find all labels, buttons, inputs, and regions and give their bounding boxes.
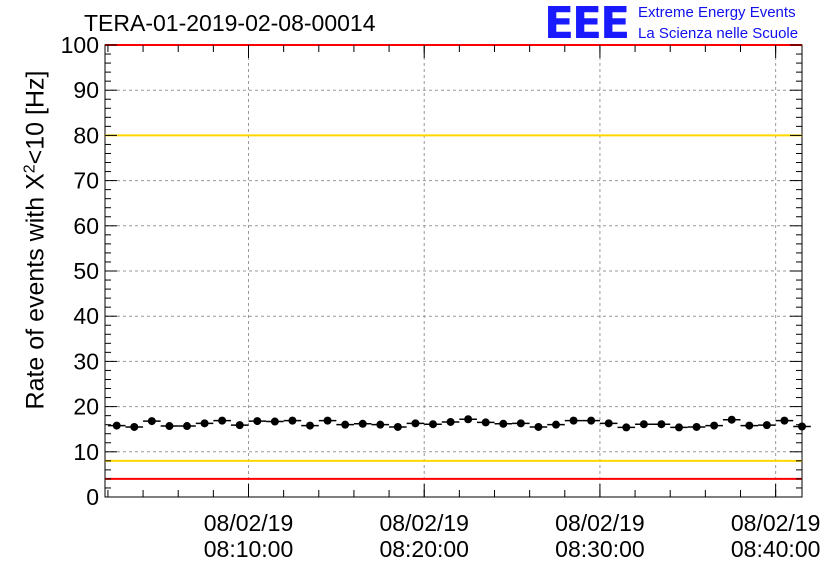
- data-point: [710, 421, 719, 430]
- data-point: [745, 421, 754, 430]
- data-point: [130, 422, 139, 431]
- logo-line-1: Extreme Energy Events: [638, 4, 796, 21]
- x-tick-time: 08:20:00: [379, 536, 469, 562]
- data-point: [165, 422, 174, 431]
- x-tick-date: 08/02/19: [731, 510, 821, 536]
- data-point: [622, 423, 631, 432]
- data-point: [306, 421, 314, 430]
- data-point: [780, 416, 789, 425]
- data-point: [376, 420, 385, 429]
- x-tick-time: 08:40:00: [731, 536, 821, 562]
- data-point: [657, 420, 666, 429]
- data-point: [288, 416, 297, 425]
- x-tick-time: 08:30:00: [555, 536, 645, 562]
- data-point: [798, 422, 806, 431]
- data-point: [235, 421, 244, 430]
- data-point: [112, 421, 121, 430]
- data-point: [762, 421, 771, 430]
- data-point: [341, 420, 350, 429]
- x-tick-date: 08/02/19: [379, 510, 469, 536]
- data-point: [183, 422, 191, 431]
- y-tick-labels: 0 10 20 30 40 50 60 70 80 90 100: [61, 32, 99, 510]
- x-tick-date: 08/02/19: [555, 510, 645, 536]
- data-point: [218, 416, 227, 425]
- data-point: [639, 420, 648, 429]
- data-point: [534, 422, 543, 431]
- x-tick-labels: 08/02/1908:10:0008/02/1908:20:0008/02/19…: [204, 510, 821, 562]
- logo-mark: EEE: [544, 0, 630, 49]
- data-point: [446, 417, 455, 426]
- data-point: [200, 419, 209, 428]
- data-point: [147, 417, 156, 426]
- chart-title: TERA-01-2019-02-08-00014: [84, 10, 376, 36]
- data-point: [516, 419, 525, 428]
- y-tick-label: 40: [73, 303, 99, 329]
- data-point: [429, 420, 437, 429]
- y-tick-label: 50: [73, 258, 99, 284]
- x-tick-time: 08:10:00: [204, 536, 294, 562]
- data-point: [393, 422, 402, 431]
- y-tick-label: 80: [73, 122, 99, 148]
- data-point: [727, 415, 736, 424]
- data-point: [604, 419, 613, 428]
- data-point: [464, 415, 473, 424]
- data-point: [692, 422, 701, 431]
- data-point: [411, 419, 420, 428]
- data-point: [253, 417, 262, 426]
- logo-line-2: La Scienza nelle Scuole: [638, 25, 799, 42]
- y-tick-label: 100: [61, 32, 99, 58]
- y-tick-label: 0: [86, 484, 99, 510]
- data-point: [358, 419, 367, 428]
- y-tick-label: 20: [73, 394, 99, 420]
- x-tick-date: 08/02/19: [204, 510, 294, 536]
- y-tick-label: 60: [73, 213, 99, 239]
- y-axis-label: Rate of events with X2<10 [Hz]: [21, 70, 50, 410]
- data-point: [569, 416, 578, 425]
- data-point: [675, 423, 683, 432]
- data-point: [587, 416, 596, 425]
- data-point: [499, 419, 508, 428]
- y-tick-label: 10: [73, 439, 99, 465]
- data-point: [270, 417, 279, 426]
- data-points: [107, 415, 811, 432]
- y-tick-label: 90: [73, 77, 99, 103]
- data-point: [481, 418, 490, 427]
- reference-lines: [105, 44, 802, 480]
- y-tick-label: 30: [73, 348, 99, 374]
- y-tick-label: 70: [73, 168, 99, 194]
- data-point: [323, 416, 332, 425]
- axis-ticks: [105, 44, 802, 498]
- data-point: [552, 420, 560, 429]
